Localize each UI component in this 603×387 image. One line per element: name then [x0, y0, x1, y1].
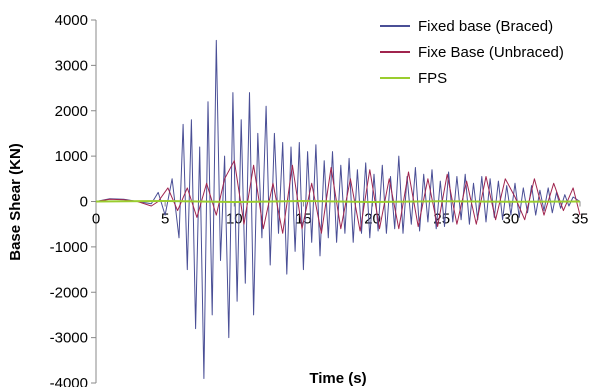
y-ticks: -4000 -3000 -2000 -1000 0 1000 2000 3000 4000	[50, 12, 96, 387]
y-tick-label: 1000	[55, 148, 88, 165]
x-axis-label: Time (s)	[309, 370, 366, 387]
x-tick-label: 30	[503, 211, 520, 228]
y-tick-label: -4000	[50, 375, 88, 387]
y-tick-label: -1000	[50, 239, 88, 256]
x-tick-label: 0	[92, 211, 100, 228]
legend-label-3: FPS	[418, 70, 447, 87]
x-tick-label: 35	[572, 211, 589, 228]
series-line-2	[95, 160, 581, 234]
y-axis-label: Base Shear (KN)	[7, 143, 24, 261]
y-tick-label: 2000	[55, 103, 88, 120]
y-tick-label: -2000	[50, 284, 88, 301]
y-tick-label: 4000	[55, 12, 88, 29]
y-tick-label: 0	[80, 194, 88, 211]
legend: Fixed base (Braced) Fixe Base (Unbraced) F…	[380, 18, 564, 87]
y-tick-label: 3000	[55, 57, 88, 74]
legend-label-1: Fixed base (Braced)	[418, 18, 553, 35]
series-line-1	[95, 39, 581, 379]
series-line-3	[95, 200, 581, 203]
x-tick-label: 5	[161, 211, 169, 228]
y-tick-label: -3000	[50, 330, 88, 347]
legend-label-2: Fixe Base (Unbraced)	[418, 44, 564, 61]
series-layer	[95, 39, 581, 379]
x-tick-label: 15	[295, 211, 312, 228]
x-tick-label: 10	[226, 211, 243, 228]
